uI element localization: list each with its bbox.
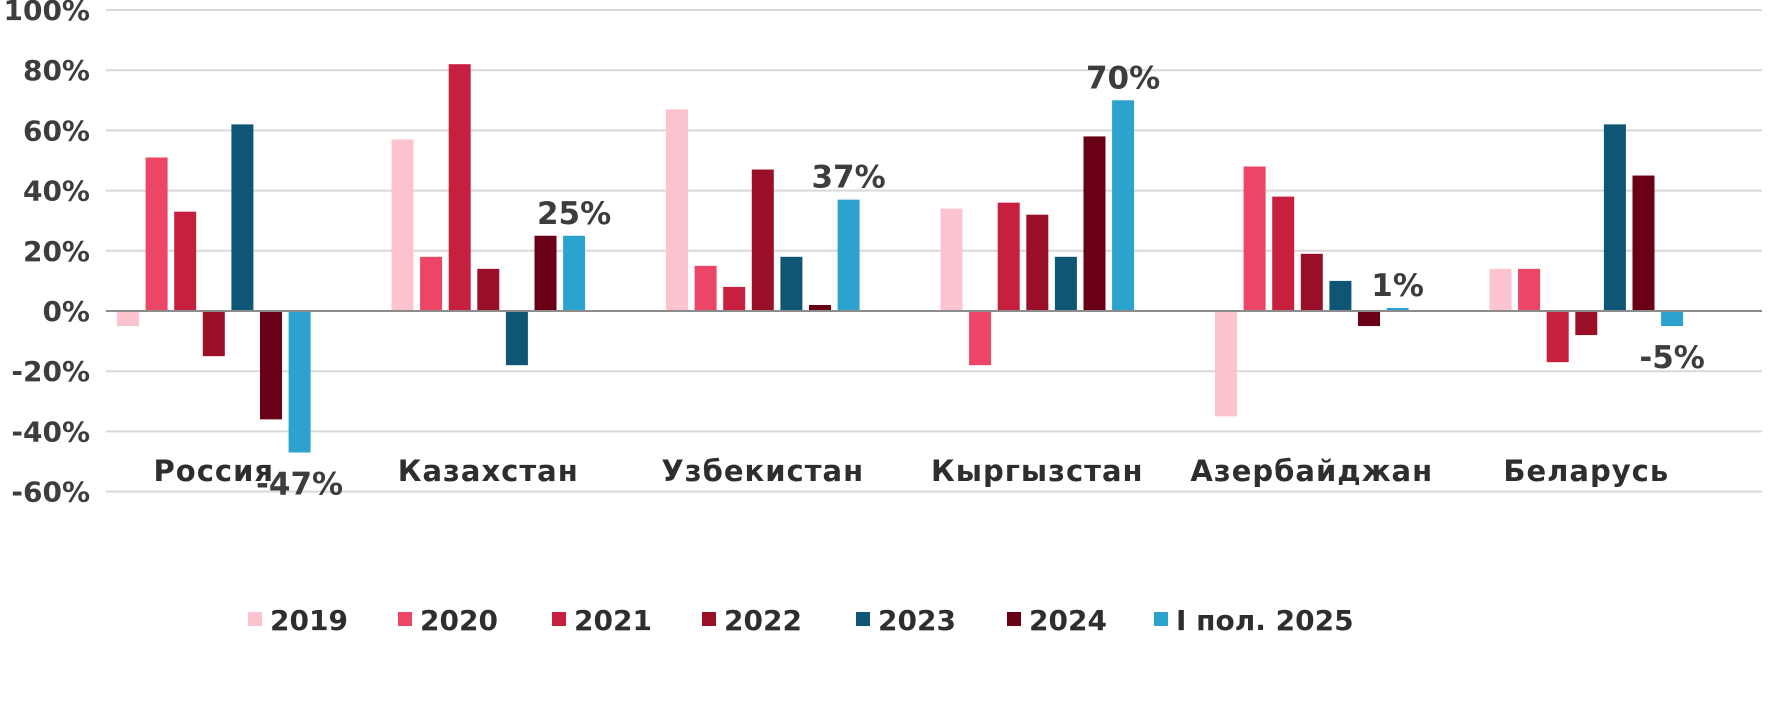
data-label: -47% bbox=[256, 466, 343, 502]
bar bbox=[117, 311, 139, 327]
data-label: -5% bbox=[1639, 340, 1705, 376]
data-label: 1% bbox=[1371, 268, 1424, 304]
category-label: Азербайджан bbox=[1190, 454, 1433, 488]
legend-swatch bbox=[856, 612, 870, 626]
legend-label: 2023 bbox=[878, 604, 956, 637]
bar bbox=[534, 235, 557, 311]
y-tick-label: -60% bbox=[11, 476, 90, 509]
legend-swatch bbox=[1154, 612, 1168, 626]
legend-label: 2024 bbox=[1029, 604, 1107, 637]
legend-label: 2022 bbox=[724, 604, 802, 637]
bar bbox=[1518, 268, 1541, 311]
bar bbox=[1112, 100, 1135, 311]
data-labels: -47% 25% 37% 70% 1% -5% bbox=[256, 60, 1705, 502]
bar bbox=[288, 311, 311, 453]
bar bbox=[694, 265, 717, 311]
bars bbox=[117, 64, 1684, 453]
bar bbox=[1300, 253, 1323, 311]
bar bbox=[1272, 196, 1295, 311]
bar bbox=[1489, 268, 1512, 311]
y-tick-label: 80% bbox=[23, 54, 90, 87]
bar bbox=[505, 311, 528, 366]
y-tick-label: 40% bbox=[23, 175, 90, 208]
legend-label: I пол. 2025 bbox=[1176, 604, 1354, 637]
bar bbox=[1575, 311, 1598, 336]
category-label: Кыргызстан bbox=[931, 454, 1144, 488]
category-labels: Россия Казахстан Узбекистан Кыргызстан Азерб… bbox=[154, 454, 1669, 488]
bar bbox=[1603, 124, 1626, 311]
legend-label: 2020 bbox=[420, 604, 498, 637]
bar bbox=[940, 208, 963, 311]
bar bbox=[809, 304, 831, 311]
y-tick-label: -40% bbox=[11, 415, 90, 448]
bar bbox=[1329, 280, 1352, 311]
bar bbox=[420, 256, 443, 311]
bar bbox=[1026, 214, 1049, 311]
category-label: Казахстан bbox=[398, 454, 579, 488]
bar bbox=[780, 256, 803, 311]
bar bbox=[969, 311, 992, 366]
bar bbox=[1243, 166, 1266, 311]
bar bbox=[1386, 307, 1409, 311]
legend-item: 2020 bbox=[398, 604, 498, 637]
legend-item: 2023 bbox=[856, 604, 956, 637]
y-tick-label: -20% bbox=[11, 355, 90, 388]
bar bbox=[1358, 311, 1380, 327]
bar bbox=[751, 169, 774, 311]
bar bbox=[1083, 136, 1106, 311]
data-label: 70% bbox=[1086, 60, 1160, 96]
bar bbox=[174, 211, 197, 311]
bar bbox=[448, 64, 471, 312]
bar bbox=[391, 139, 414, 311]
bar bbox=[563, 235, 586, 311]
y-tick-label: 60% bbox=[23, 114, 90, 147]
bar bbox=[477, 268, 500, 311]
data-label: 37% bbox=[811, 160, 885, 196]
bar bbox=[145, 157, 168, 311]
legend-swatch bbox=[248, 612, 262, 626]
y-tick-label: 20% bbox=[23, 235, 90, 268]
legend-item: 2024 bbox=[1007, 604, 1107, 637]
category-label: Россия bbox=[154, 454, 275, 488]
bar bbox=[1054, 256, 1077, 311]
y-axis-tick-labels: 100% 80% 60% 40% 20% 0% -20% -40% -60% bbox=[3, 0, 90, 509]
gridlines bbox=[106, 9, 1762, 493]
legend-item: 2021 bbox=[552, 604, 652, 637]
bar bbox=[997, 202, 1020, 311]
legend-item: I пол. 2025 bbox=[1154, 604, 1354, 637]
bar bbox=[723, 286, 746, 311]
bar bbox=[1661, 311, 1684, 327]
bar bbox=[1546, 311, 1569, 363]
legend: 2019 2020 2021 2022 2023 2024 I пол. 2025 bbox=[248, 604, 1354, 637]
legend-label: 2021 bbox=[574, 604, 652, 637]
bar bbox=[837, 199, 860, 311]
y-tick-label: 100% bbox=[3, 0, 90, 27]
bar bbox=[202, 311, 225, 357]
category-label: Узбекистан bbox=[661, 454, 864, 488]
legend-swatch bbox=[1007, 612, 1021, 626]
legend-swatch bbox=[702, 612, 716, 626]
legend-swatch bbox=[398, 612, 412, 626]
legend-swatch bbox=[552, 612, 566, 626]
y-tick-label: 0% bbox=[42, 295, 90, 328]
bar bbox=[1632, 175, 1655, 311]
legend-item: 2022 bbox=[702, 604, 802, 637]
bar bbox=[1215, 311, 1237, 417]
bar bbox=[666, 109, 688, 311]
bar bbox=[231, 124, 254, 311]
legend-item: 2019 bbox=[248, 604, 348, 637]
legend-label: 2019 bbox=[270, 604, 348, 637]
bar bbox=[260, 311, 282, 420]
data-label: 25% bbox=[537, 196, 611, 232]
category-label: Беларусь bbox=[1503, 454, 1669, 488]
